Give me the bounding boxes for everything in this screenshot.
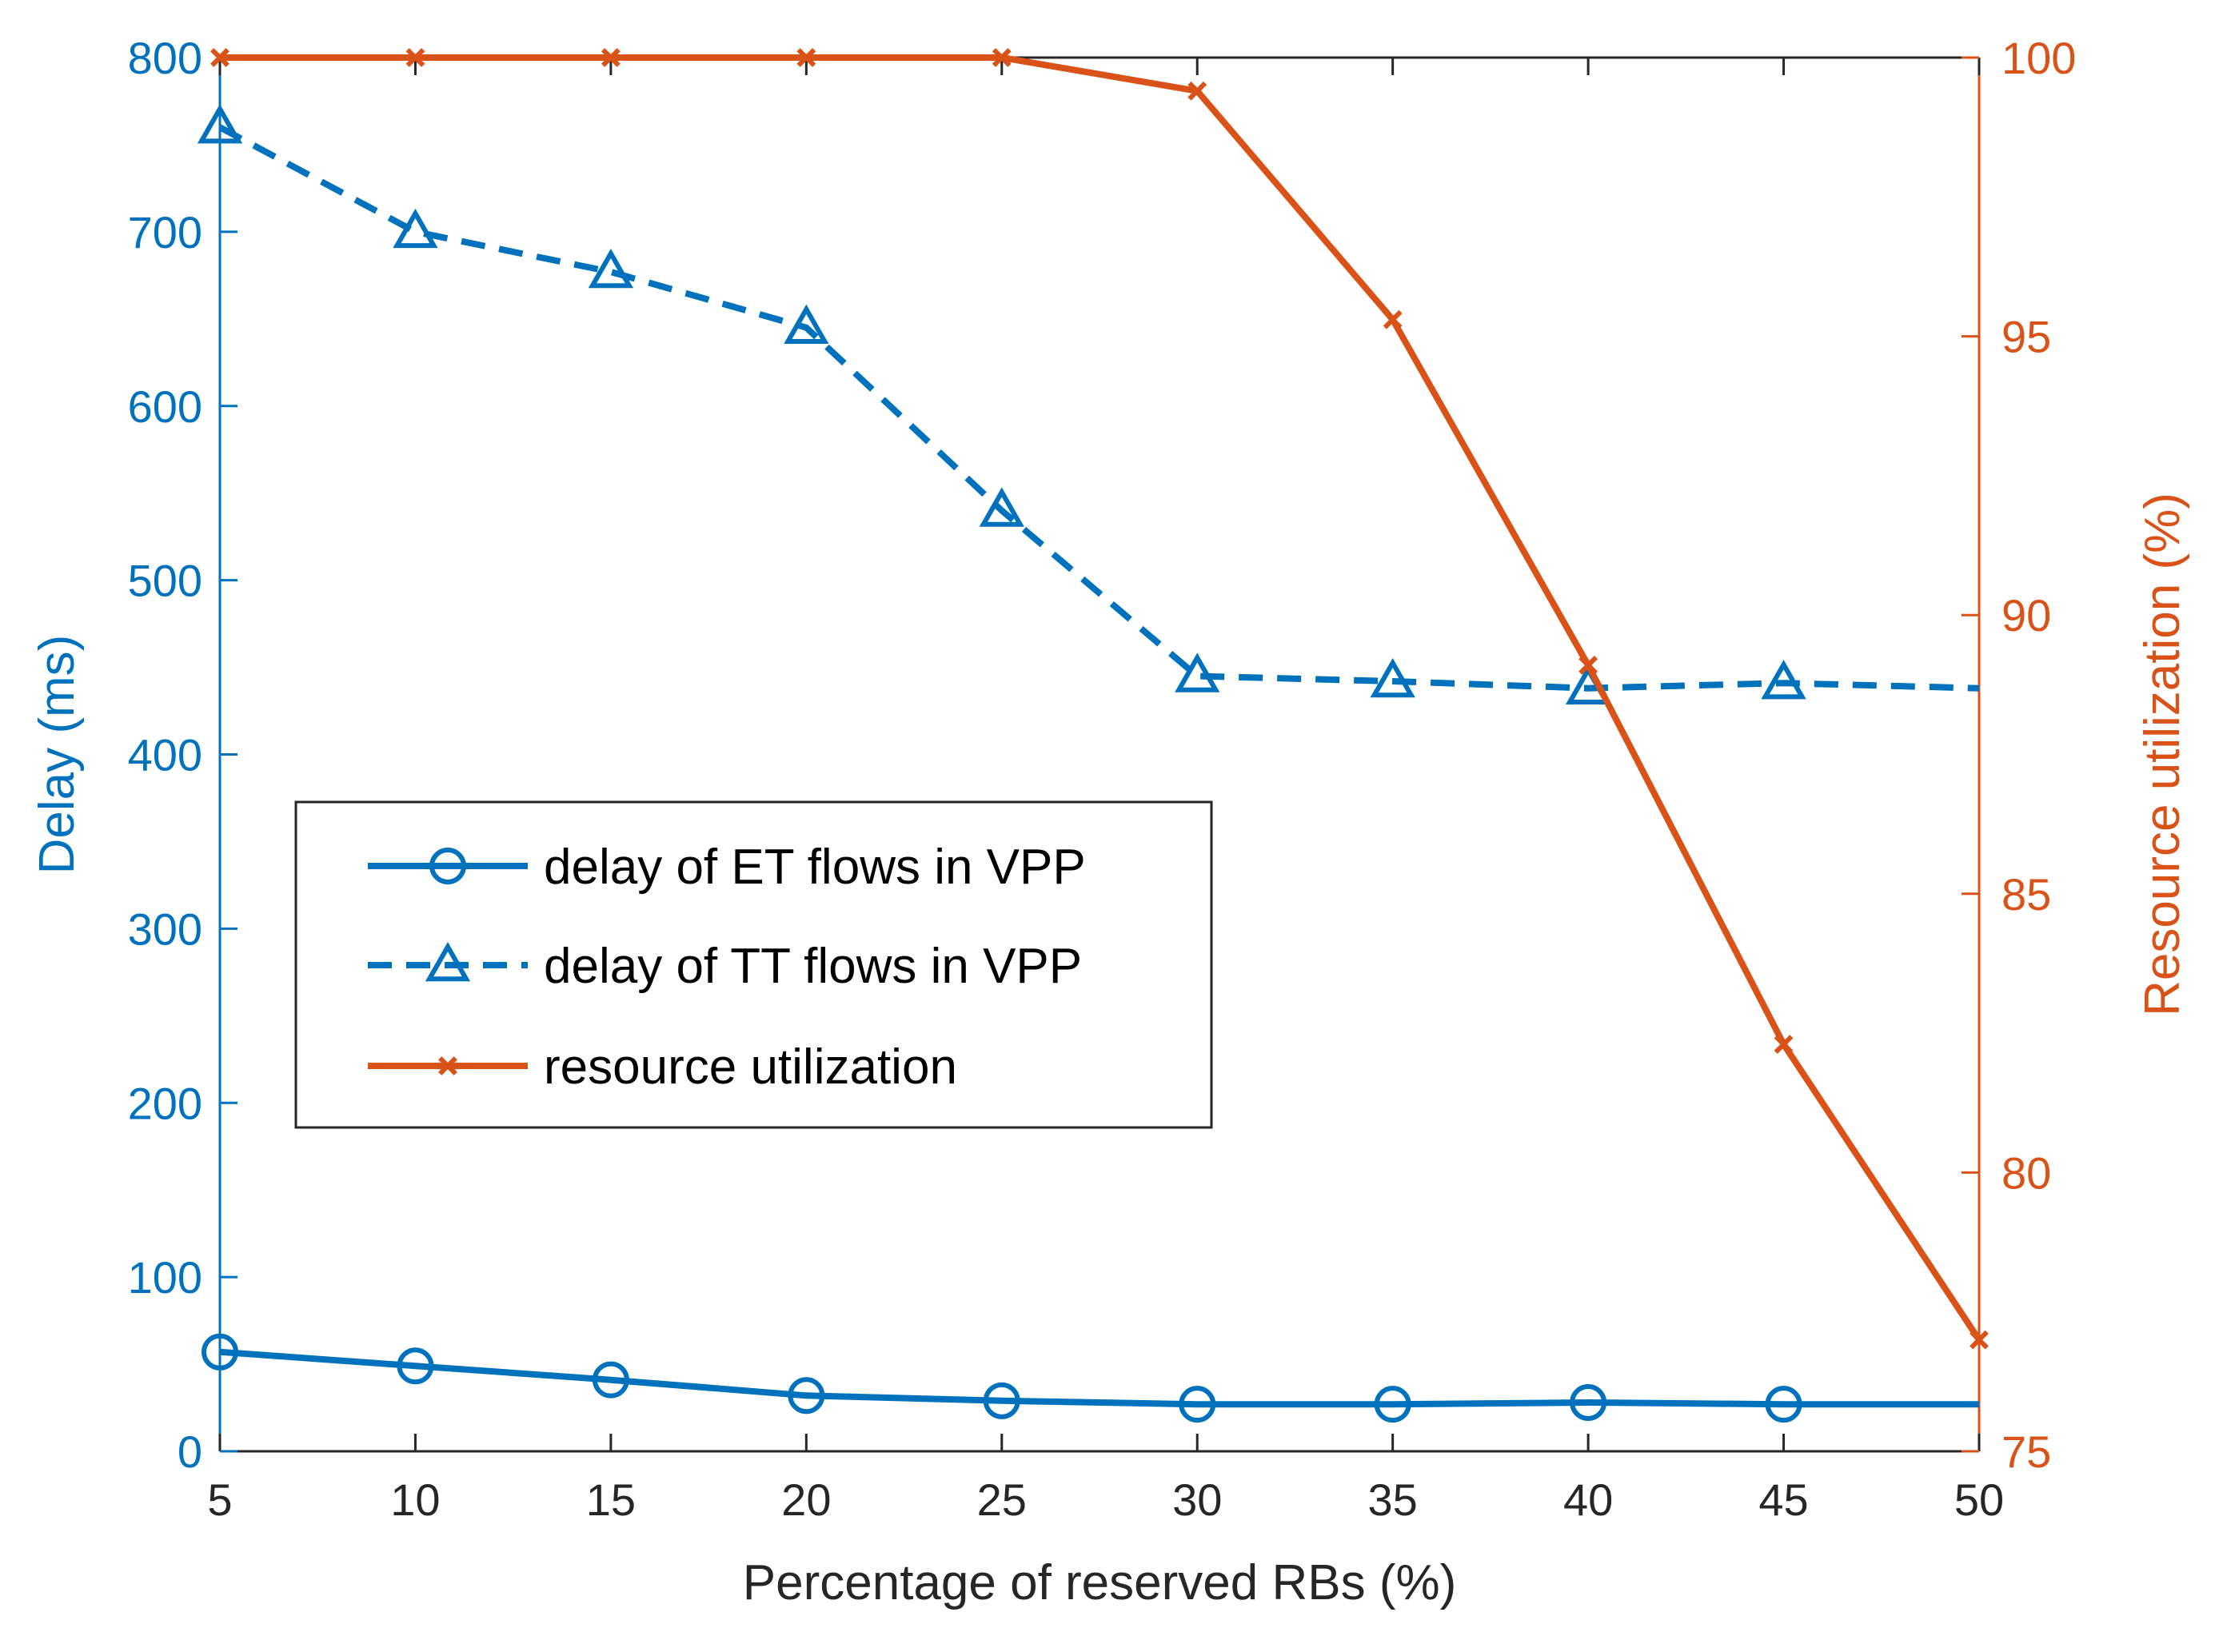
circle-marker bbox=[788, 1377, 825, 1415]
x-marker bbox=[796, 48, 816, 67]
x-tick-label: 50 bbox=[1954, 1474, 2004, 1525]
circle-marker bbox=[429, 848, 466, 884]
x-tick-label: 35 bbox=[1368, 1474, 1418, 1525]
x-marker bbox=[438, 1056, 457, 1075]
x-marker-stroke bbox=[992, 48, 1012, 67]
x-marker bbox=[1383, 309, 1403, 329]
x-marker-stroke bbox=[1970, 1330, 1989, 1350]
circle-marker bbox=[983, 1382, 1020, 1419]
triangle-marker bbox=[784, 304, 829, 344]
y-left-tick-label: 100 bbox=[128, 1252, 202, 1303]
y-left-tick-label: 300 bbox=[128, 904, 202, 954]
series-3 bbox=[210, 48, 1989, 1350]
legend-label: resource utilization bbox=[544, 1039, 957, 1095]
x-marker bbox=[992, 48, 1012, 67]
x-marker bbox=[1578, 656, 1598, 675]
series-line bbox=[219, 1348, 1979, 1408]
y-left-tick-label: 200 bbox=[128, 1078, 202, 1128]
triangle-marker bbox=[588, 248, 634, 289]
x-marker bbox=[1970, 1330, 1989, 1350]
x-marker-stroke bbox=[601, 48, 621, 67]
legend: delay of ET flows in VPP delay of TT flow… bbox=[294, 800, 1213, 1129]
y-right-tick-label: 75 bbox=[2001, 1427, 2051, 1477]
x-tick-label: 20 bbox=[781, 1474, 831, 1525]
legend-label: delay of ET flows in VPP bbox=[544, 840, 1086, 895]
x-tick-label: 25 bbox=[977, 1474, 1027, 1525]
circle-marker bbox=[202, 1333, 238, 1371]
x-marker bbox=[1187, 81, 1207, 101]
x-tick-label: 40 bbox=[1563, 1474, 1613, 1525]
x-marker-stroke bbox=[438, 1056, 457, 1075]
x-marker bbox=[1774, 1035, 1794, 1054]
x-marker-stroke bbox=[1578, 656, 1598, 675]
legend-item: delay of ET flows in VPP bbox=[368, 840, 1086, 895]
triangle-marker bbox=[979, 487, 1024, 527]
y-right-tick-label: 80 bbox=[2001, 1147, 2051, 1198]
x-marker bbox=[601, 48, 621, 67]
triangle-marker bbox=[197, 104, 243, 144]
y-axis-right-label: Resource utilization (%) bbox=[2135, 493, 2190, 1016]
series-line bbox=[218, 124, 1980, 692]
y-right-tick-label: 100 bbox=[2001, 33, 2076, 83]
x-marker-stroke bbox=[1383, 309, 1403, 329]
series-line bbox=[220, 54, 1982, 1342]
x-marker-stroke bbox=[796, 48, 816, 67]
y-right-tick-label: 85 bbox=[2001, 869, 2051, 920]
triangle-marker bbox=[425, 941, 471, 982]
y-right-tick-label: 90 bbox=[2001, 590, 2051, 640]
legend-label: delay of TT flows in VPP bbox=[544, 939, 1082, 994]
series-layer bbox=[197, 48, 1989, 1423]
legend-item: resource utilization bbox=[368, 1039, 957, 1095]
circle-marker bbox=[1765, 1386, 1802, 1423]
x-tick-label: 30 bbox=[1172, 1474, 1222, 1525]
y-left-tick-label: 400 bbox=[128, 730, 202, 780]
x-tick-label: 15 bbox=[586, 1474, 636, 1525]
x-marker bbox=[210, 48, 229, 67]
y-right-tick-label: 95 bbox=[2001, 312, 2051, 362]
y-left-tick-label: 0 bbox=[178, 1427, 202, 1477]
legend-item: delay of TT flows in VPP bbox=[368, 939, 1082, 994]
triangle-marker bbox=[393, 208, 438, 249]
x-marker-stroke bbox=[1187, 81, 1207, 101]
y-axis-left-label: Delay (ms) bbox=[30, 635, 85, 875]
circle-marker bbox=[397, 1347, 434, 1385]
x-tick-label: 45 bbox=[1758, 1474, 1808, 1525]
triangle-marker bbox=[1370, 657, 1415, 698]
series-1 bbox=[202, 1333, 1979, 1423]
triangle-marker bbox=[1175, 652, 1220, 692]
circle-marker bbox=[1179, 1386, 1216, 1423]
y-left-tick-label: 500 bbox=[128, 556, 202, 606]
x-marker-stroke bbox=[1774, 1035, 1794, 1054]
x-axis-label: Percentage of reserved RBs (%) bbox=[743, 1555, 1457, 1610]
y-left-tick-label: 800 bbox=[128, 33, 202, 83]
y-left-tick-label: 700 bbox=[128, 207, 202, 257]
x-tick-label: 10 bbox=[390, 1474, 440, 1525]
circle-marker bbox=[1374, 1386, 1411, 1423]
x-marker-stroke bbox=[405, 48, 425, 67]
y-left-tick-label: 600 bbox=[128, 381, 202, 432]
triangle-marker bbox=[1761, 660, 1806, 700]
x-marker-stroke bbox=[210, 48, 229, 67]
circle-marker bbox=[592, 1361, 629, 1399]
circle-marker bbox=[1570, 1383, 1607, 1421]
x-marker bbox=[405, 48, 425, 67]
x-tick-label: 5 bbox=[207, 1474, 232, 1525]
axes: 5 10 15 20 25 30 35 40 45 50010020030040050060070… bbox=[128, 33, 2077, 1525]
